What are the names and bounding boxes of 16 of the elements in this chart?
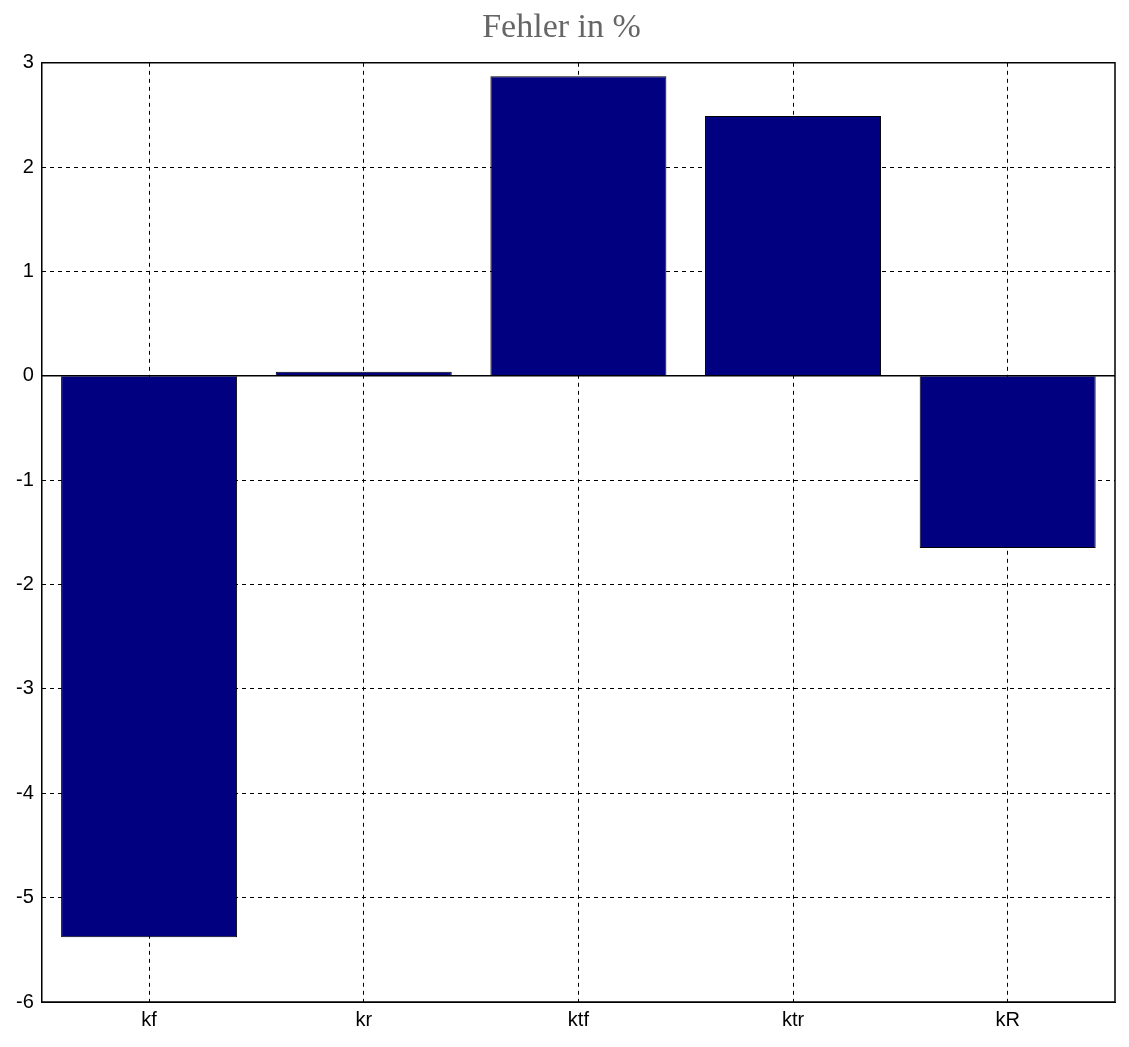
x-tick-label: kr bbox=[355, 1007, 373, 1030]
x-tick-label: ktf bbox=[567, 1007, 590, 1030]
y-tick-label: 0 bbox=[22, 363, 34, 386]
y-tick-label: -5 bbox=[15, 885, 34, 908]
y-tick-label: -1 bbox=[15, 467, 34, 490]
y-tick-label: -2 bbox=[15, 572, 34, 595]
y-tick-label: -4 bbox=[15, 780, 34, 803]
chart-title: Fehler in % bbox=[482, 7, 641, 45]
y-tick-label: 2 bbox=[22, 154, 34, 177]
x-tick-label: kf bbox=[141, 1007, 158, 1030]
x-tick-label: kR bbox=[995, 1007, 1020, 1030]
y-tick-label: 3 bbox=[22, 50, 34, 73]
y-tick-label: 1 bbox=[22, 259, 34, 282]
x-tick-label: ktr bbox=[781, 1007, 805, 1030]
y-tick-label: -3 bbox=[15, 676, 34, 699]
y-tick-label: -6 bbox=[15, 989, 34, 1012]
